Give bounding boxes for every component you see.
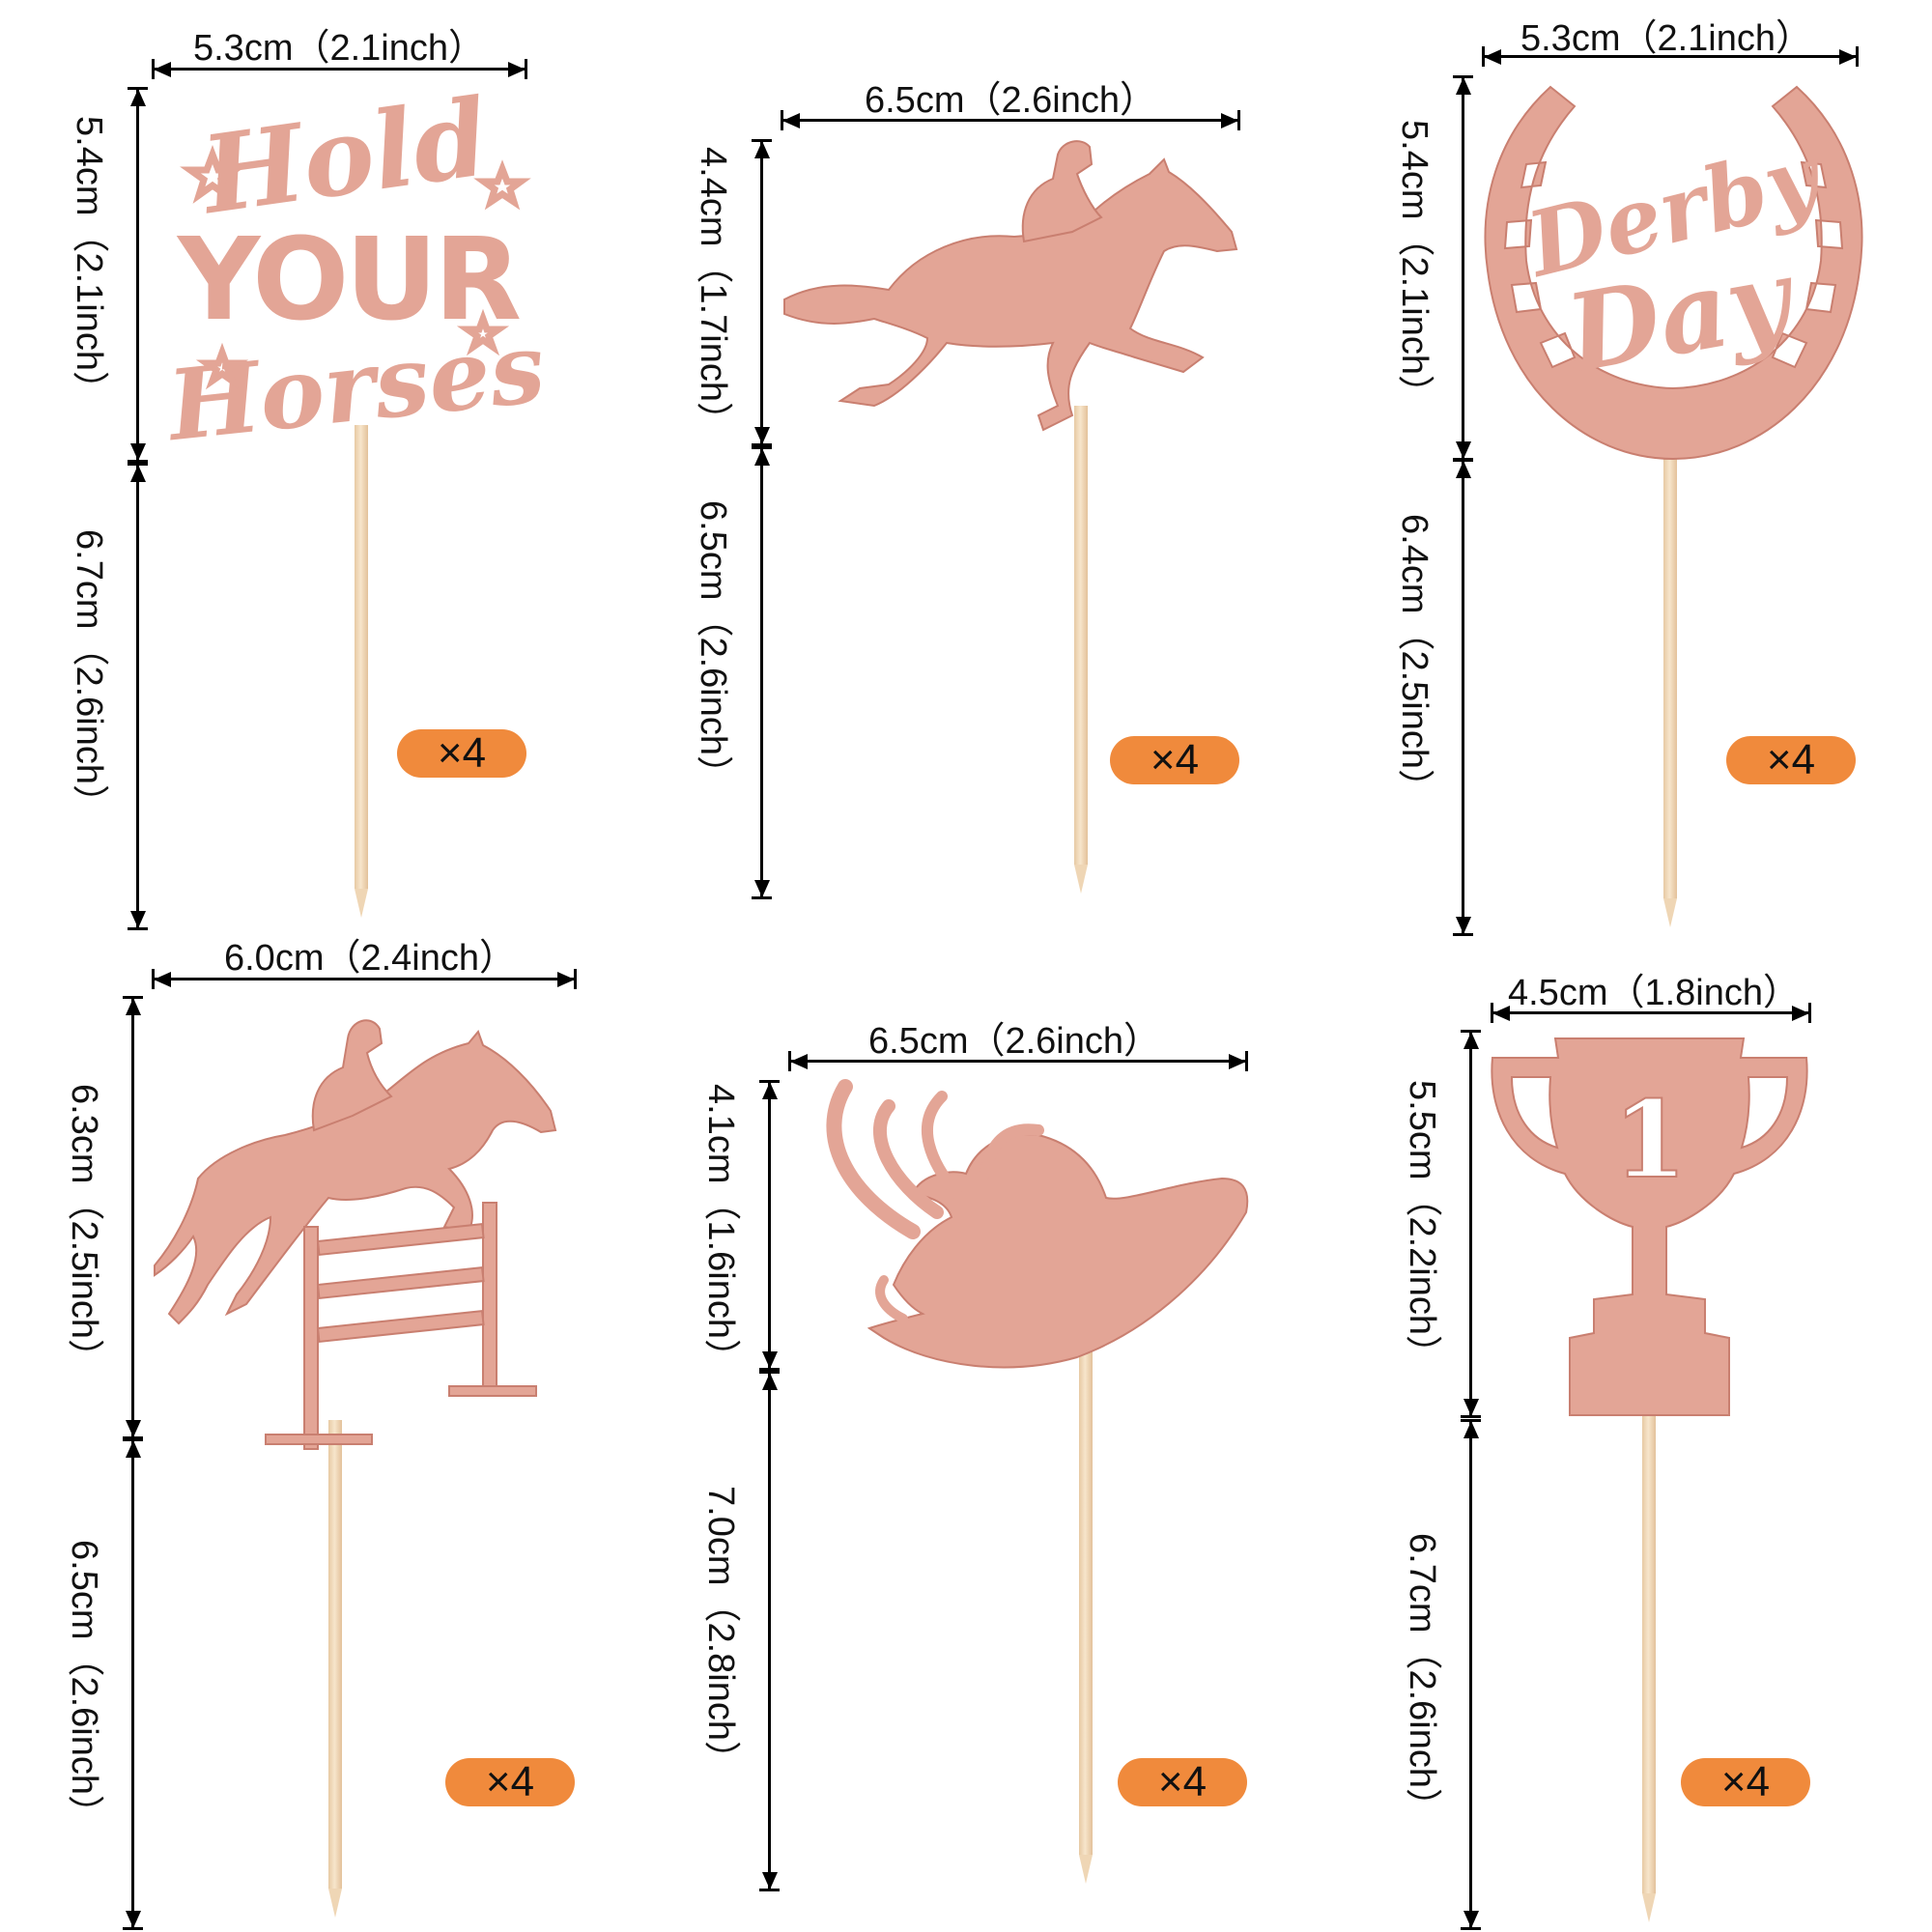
wooden-stick xyxy=(1074,406,1088,865)
wooden-stick xyxy=(355,425,368,889)
stick-label: 6.5cm（2.6inch） xyxy=(693,500,733,793)
height-label: 4.1cm（1.6inch） xyxy=(700,1084,741,1377)
horseshoe-icon: Derby Day xyxy=(1483,77,1864,464)
width-dimension-line xyxy=(1491,1003,1811,1023)
trophy-icon: 1 xyxy=(1488,1034,1811,1420)
width-label: 4.5cm（1.8inch） xyxy=(1507,973,1801,1013)
stick-label: 6.5cm（2.6inch） xyxy=(64,1540,104,1833)
racehorse-jockey-icon xyxy=(782,135,1246,454)
height-dimension-line xyxy=(123,996,143,1439)
stick-dimension-line xyxy=(1461,1419,1481,1930)
width-label: 6.5cm（2.6inch） xyxy=(864,80,1157,121)
stick-tip xyxy=(328,1889,342,1918)
width-dimension-line xyxy=(788,1051,1248,1071)
stick-tip xyxy=(1074,865,1088,894)
height-label: 5.4cm（2.1inch） xyxy=(1394,120,1435,412)
width-dimension-line xyxy=(1482,46,1859,67)
quantity-badge: ×4 xyxy=(397,729,526,778)
height-dimension-line xyxy=(752,139,772,446)
stick-tip xyxy=(355,889,368,918)
width-label: 6.5cm（2.6inch） xyxy=(867,1021,1161,1062)
wooden-stick xyxy=(328,1420,342,1889)
width-dimension-line xyxy=(152,969,577,989)
quantity-badge: ×4 xyxy=(445,1758,575,1806)
stick-tip xyxy=(1663,898,1677,927)
wooden-stick xyxy=(1079,1333,1093,1855)
stick-label: 7.0cm（2.8inch） xyxy=(700,1486,741,1778)
hold-your-horses-topper: Hold YOUR Horses xyxy=(145,74,550,473)
wooden-stick xyxy=(1663,435,1677,898)
height-label: 5.4cm（2.1inch） xyxy=(69,116,109,409)
stick-label: 6.7cm（2.6inch） xyxy=(1402,1533,1442,1826)
stick-tip xyxy=(1079,1855,1093,1884)
stick-dimension-line xyxy=(752,446,772,899)
stick-dimension-line xyxy=(1453,459,1473,936)
height-dimension-line xyxy=(128,87,148,463)
width-dimension-line xyxy=(781,110,1240,130)
width-label: 5.3cm（2.1inch） xyxy=(192,28,486,69)
height-label: 6.3cm（2.5inch） xyxy=(64,1084,104,1377)
height-label: 5.5cm（2.2inch） xyxy=(1402,1080,1442,1373)
width-label: 5.3cm（2.1inch） xyxy=(1520,18,1813,59)
trophy-number: 1 xyxy=(1613,1077,1688,1202)
stick-dimension-line xyxy=(128,463,148,930)
wooden-stick xyxy=(1642,1410,1656,1893)
jump-fence-icon xyxy=(265,1202,537,1450)
height-dimension-line xyxy=(759,1080,780,1371)
stick-dimension-line xyxy=(759,1371,780,1891)
quantity-badge: ×4 xyxy=(1118,1758,1247,1806)
height-dimension-line xyxy=(1453,75,1473,461)
width-dimension-line xyxy=(152,59,527,79)
stick-label: 6.4cm（2.5inch） xyxy=(1394,514,1435,807)
stick-label: 6.7cm（2.6inch） xyxy=(69,529,109,822)
stick-dimension-line xyxy=(123,1438,143,1930)
quantity-badge: ×4 xyxy=(1681,1758,1810,1806)
star-icon xyxy=(180,145,531,390)
jumping-horse-icon xyxy=(150,995,575,1450)
topper-text-line-2: YOUR xyxy=(176,213,520,346)
quantity-badge: ×4 xyxy=(1110,736,1239,784)
feathered-hat-icon xyxy=(787,1077,1251,1377)
height-label: 4.4cm（1.7inch） xyxy=(693,147,733,440)
width-label: 6.0cm（2.4inch） xyxy=(223,938,517,979)
quantity-badge: ×4 xyxy=(1726,736,1856,784)
height-dimension-line xyxy=(1461,1030,1481,1418)
stick-tip xyxy=(1642,1893,1656,1922)
